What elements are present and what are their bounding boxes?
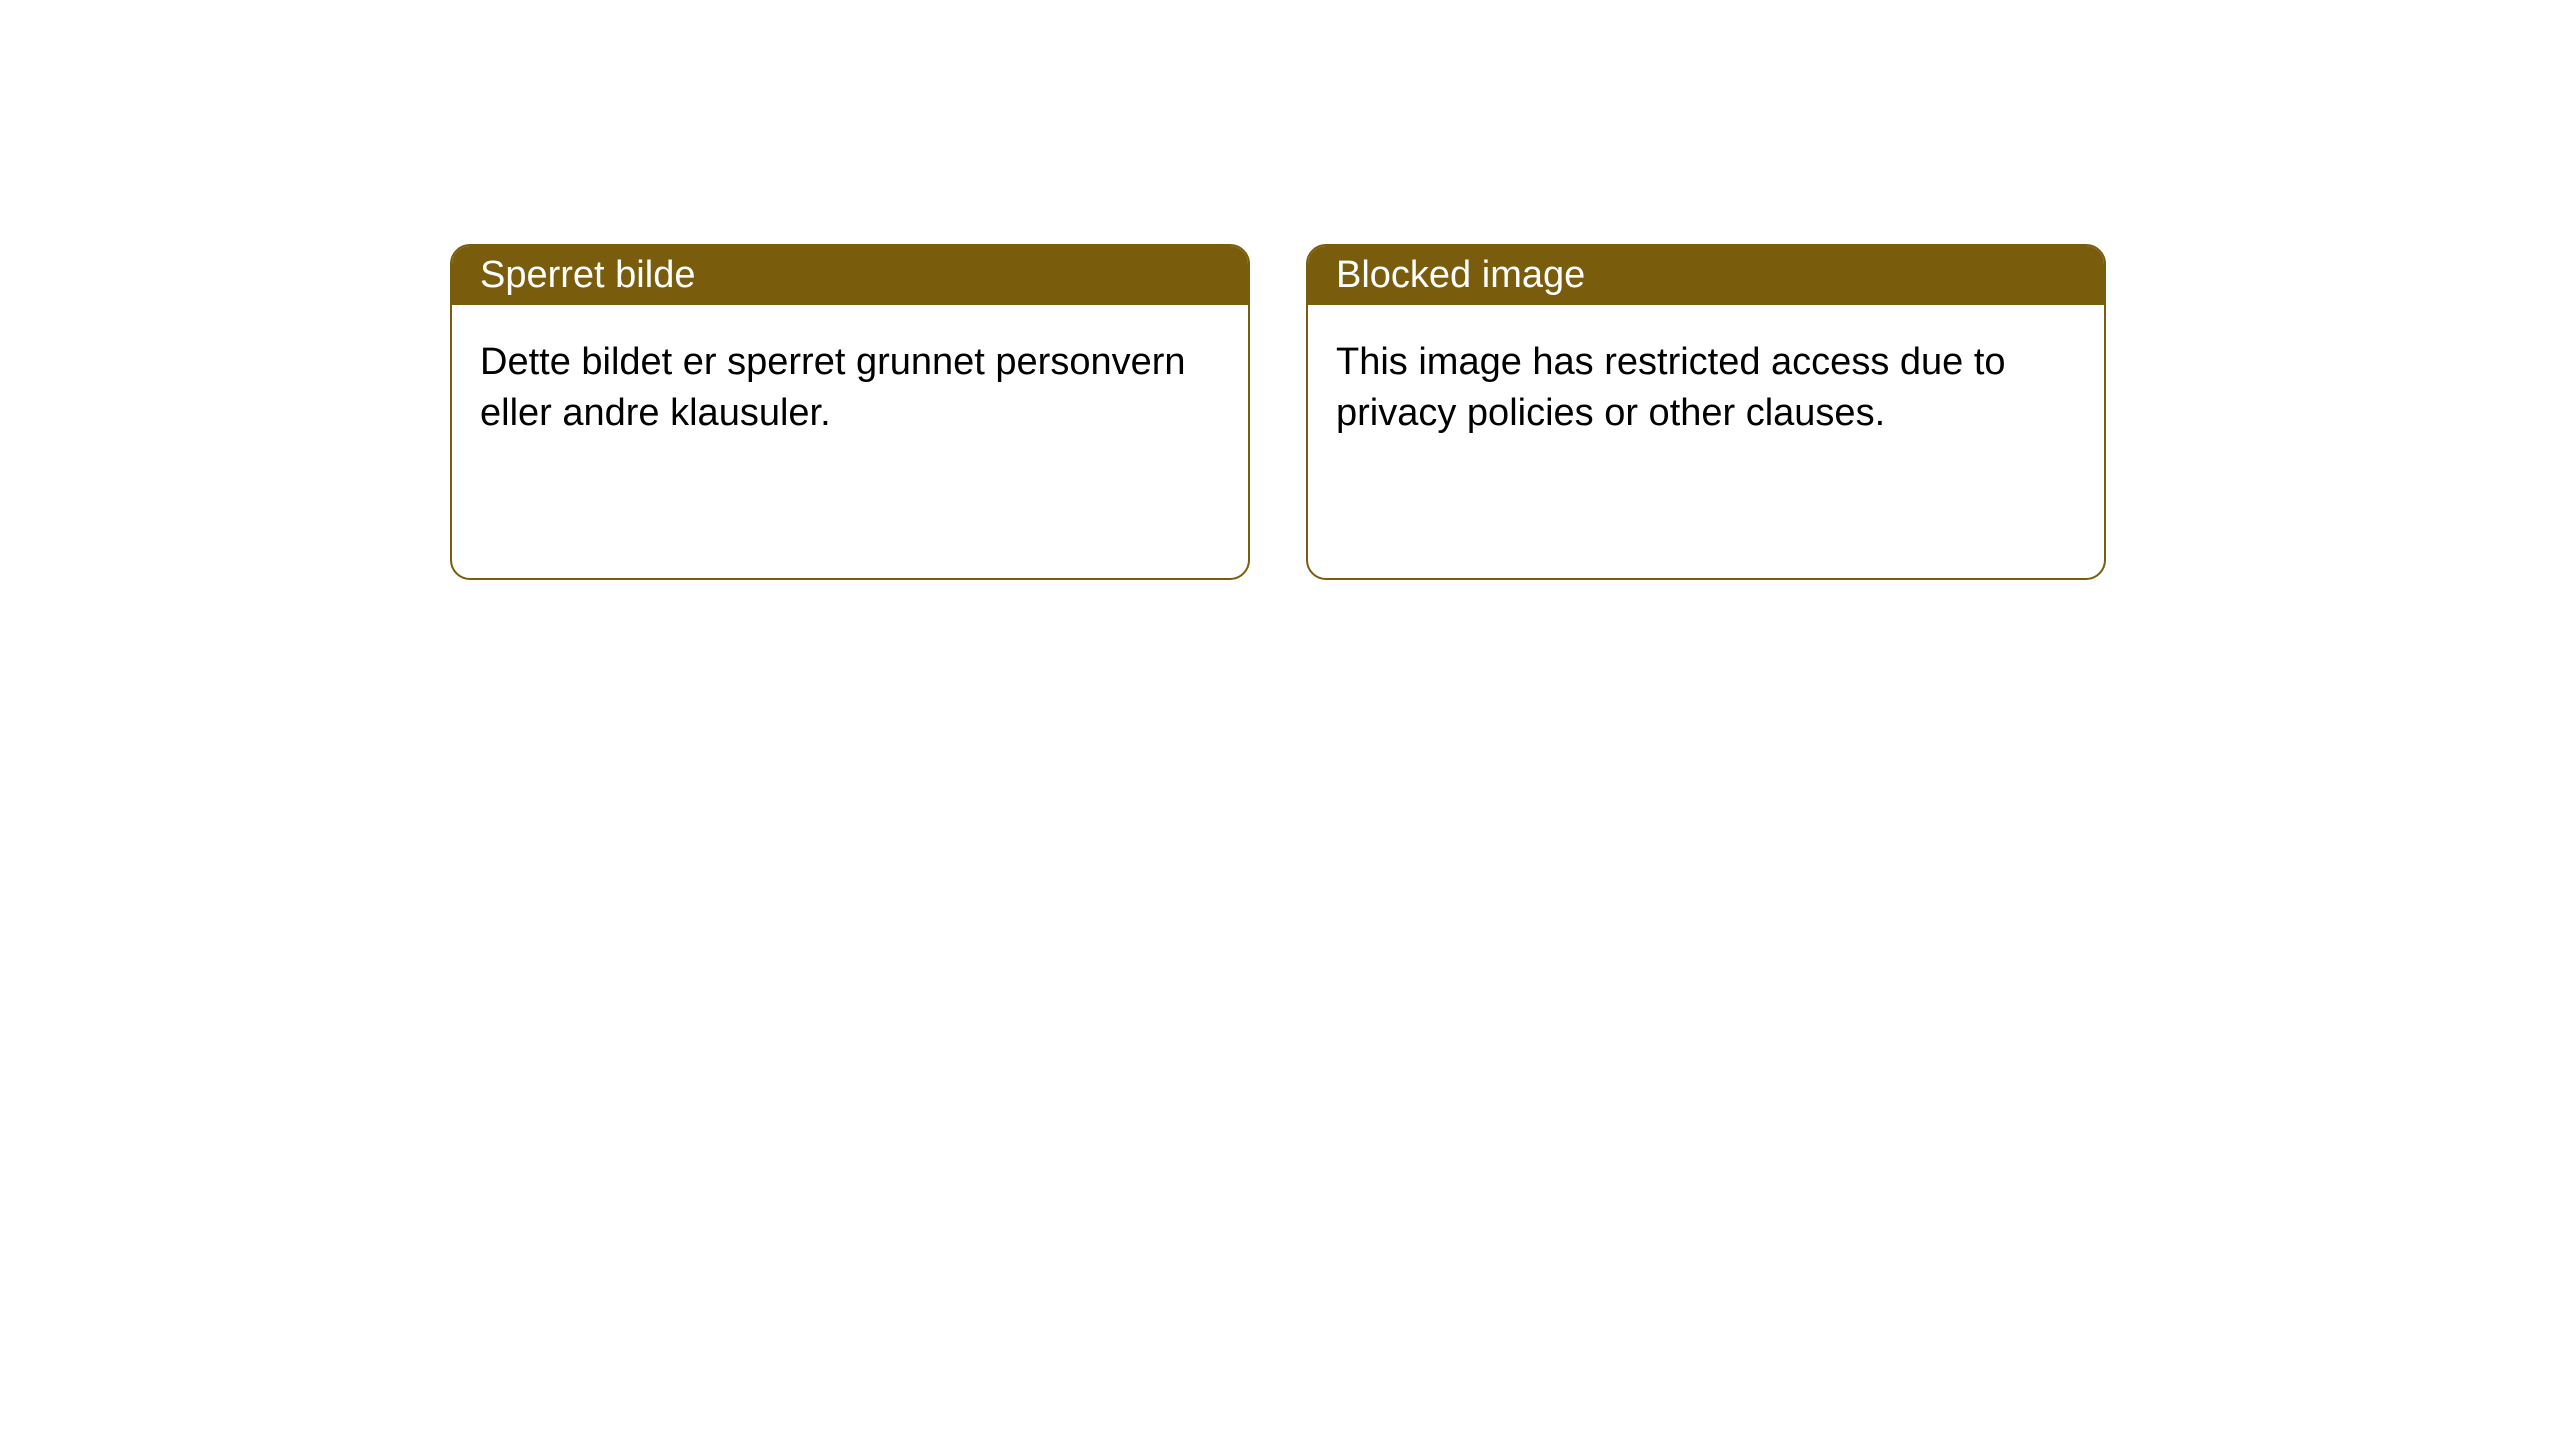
notice-body: Dette bildet er sperret grunnet personve… [452,305,1248,472]
notice-container: Sperret bilde Dette bildet er sperret gr… [0,0,2560,580]
notice-card-norwegian: Sperret bilde Dette bildet er sperret gr… [450,244,1250,580]
notice-header: Sperret bilde [452,246,1248,305]
notice-message: Dette bildet er sperret grunnet personve… [480,341,1186,434]
notice-title: Sperret bilde [480,254,695,296]
notice-title: Blocked image [1336,254,1585,296]
notice-card-english: Blocked image This image has restricted … [1306,244,2106,580]
notice-message: This image has restricted access due to … [1336,341,2006,434]
notice-header: Blocked image [1308,246,2104,305]
notice-body: This image has restricted access due to … [1308,305,2104,472]
